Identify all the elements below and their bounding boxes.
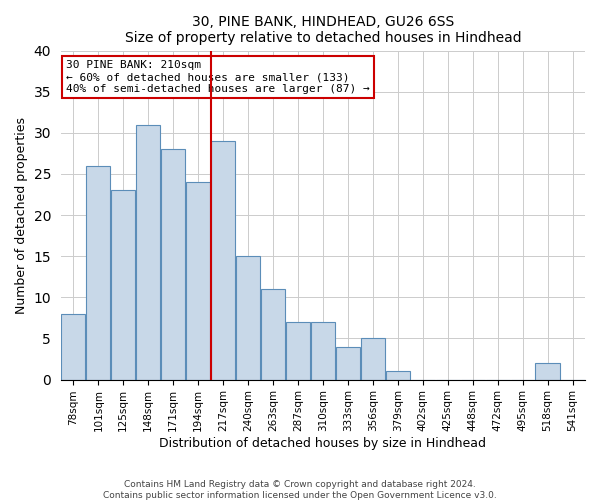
Title: 30, PINE BANK, HINDHEAD, GU26 6SS
Size of property relative to detached houses i: 30, PINE BANK, HINDHEAD, GU26 6SS Size o… — [125, 15, 521, 45]
Bar — [211, 141, 235, 380]
Bar — [161, 150, 185, 380]
Y-axis label: Number of detached properties: Number of detached properties — [15, 116, 28, 314]
Bar — [361, 338, 385, 380]
Bar — [86, 166, 110, 380]
Bar — [336, 346, 360, 380]
Bar — [311, 322, 335, 380]
Bar — [111, 190, 136, 380]
Bar — [136, 124, 160, 380]
Bar — [286, 322, 310, 380]
Bar — [186, 182, 210, 380]
Bar — [261, 289, 285, 380]
Bar — [535, 363, 560, 380]
Bar — [61, 314, 85, 380]
Bar — [236, 256, 260, 380]
Text: 30 PINE BANK: 210sqm
← 60% of detached houses are smaller (133)
40% of semi-deta: 30 PINE BANK: 210sqm ← 60% of detached h… — [66, 60, 370, 94]
X-axis label: Distribution of detached houses by size in Hindhead: Distribution of detached houses by size … — [160, 437, 487, 450]
Text: Contains HM Land Registry data © Crown copyright and database right 2024.
Contai: Contains HM Land Registry data © Crown c… — [103, 480, 497, 500]
Bar — [386, 372, 410, 380]
